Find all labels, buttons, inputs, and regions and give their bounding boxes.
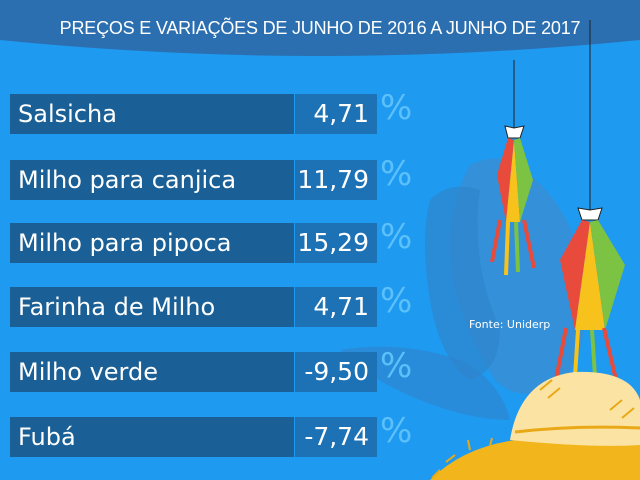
item-label: Fubá	[10, 417, 294, 457]
percent-sign: %	[380, 88, 413, 128]
item-label: Farinha de Milho	[10, 287, 294, 327]
percent-sign: %	[380, 346, 413, 386]
straw-hat-icon	[430, 371, 640, 480]
header: PREÇOS E VARIAÇÕES DE JUNHO DE 2016 A JU…	[0, 0, 640, 62]
item-value: 11,79	[295, 160, 377, 200]
list-item: Farinha de Milho 4,71 %	[10, 281, 412, 327]
list-item: Salsicha 4,71 %	[10, 88, 412, 134]
item-label: Milho para canjica	[10, 160, 294, 200]
percent-sign: %	[380, 217, 413, 257]
item-label: Salsicha	[10, 94, 294, 134]
item-value: 15,29	[295, 223, 377, 263]
item-value: 4,71	[295, 94, 377, 134]
header-band	[0, 0, 640, 56]
festa-junina-lantern-icon	[490, 125, 536, 276]
item-label: Milho para pipoca	[10, 223, 294, 263]
corn-cob-icon	[340, 158, 586, 420]
source-note: Fonte: Uniderp	[469, 318, 551, 331]
percent-sign: %	[380, 281, 413, 321]
percent-sign: %	[380, 411, 413, 451]
list-item: Milho verde -9,50 %	[10, 346, 412, 392]
list-item: Milho para canjica 11,79 %	[10, 154, 412, 200]
list-item: Milho para pipoca 15,29 %	[10, 217, 412, 263]
item-value: -7,74	[295, 417, 377, 457]
item-label: Milho verde	[10, 352, 294, 392]
page-title: PREÇOS E VARIAÇÕES DE JUNHO DE 2016 A JU…	[59, 18, 581, 38]
item-value: 4,71	[295, 287, 377, 327]
item-value: -9,50	[295, 352, 377, 392]
list-item: Fubá -7,74 %	[10, 411, 412, 457]
percent-sign: %	[380, 154, 413, 194]
